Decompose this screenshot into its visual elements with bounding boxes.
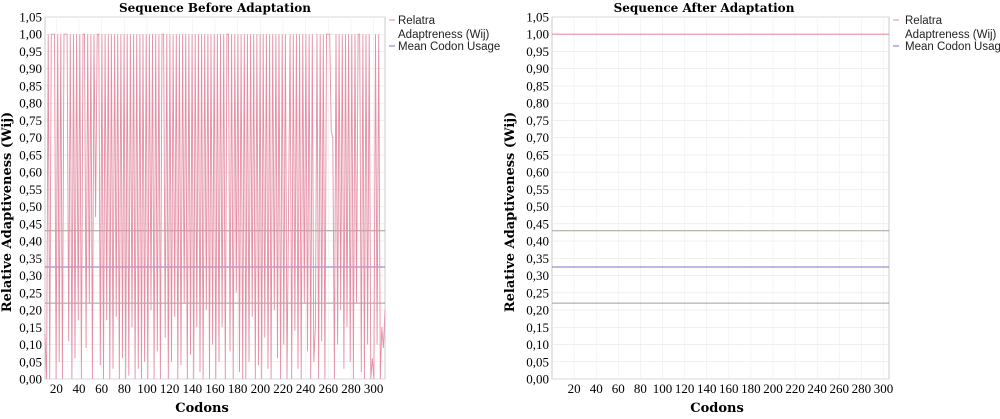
x-axis-title-before: Codons (175, 401, 229, 416)
x-tick-label: 240 (807, 381, 827, 396)
y-tick-labels-after: 0,00 0,05 0,10 0,15 0,20 0,25 0,30 0,35 0,40 0,45… (526, 10, 549, 387)
y-tick-label: 0,15 (526, 320, 549, 335)
y-tick-label: 0,70 (526, 130, 549, 145)
x-tick-label: 20 (50, 381, 63, 396)
legend-label-wij-line2-after: Adaptreness (Wij) (905, 29, 997, 41)
x-axis-title-after: Codons (690, 401, 744, 416)
y-axis-title-after: Relative Adaptiveness (Wij) (503, 112, 518, 312)
y-tick-label: 0,95 (19, 44, 42, 59)
x-tick-label: 260 (319, 381, 339, 396)
y-tick-label: 0,45 (526, 216, 549, 231)
legend-after: Relatra Adaptreness (Wij) Mean Codon Usa… (893, 15, 1000, 53)
legend-label-mean-before: Mean Codon Usage (398, 41, 500, 53)
x-tick-label: 200 (763, 381, 783, 396)
y-tick-label: 0,90 (526, 61, 549, 76)
x-tick-label: 100 (137, 381, 157, 396)
y-tick-label: 0,35 (19, 251, 42, 266)
x-tick-label: 300 (874, 381, 894, 396)
chart-before-adaptation: 0,00 0,05 0,10 0,15 0,20 0,25 0,30 0,35 0,40 0,45… (0, 1, 500, 416)
y-tick-label: 0,65 (526, 147, 549, 162)
y-tick-label: 0,00 (19, 372, 42, 387)
y-tick-label: 0,05 (19, 354, 42, 369)
y-tick-labels-before: 0,00 0,05 0,10 0,15 0,20 0,25 0,30 0,35 0,40 0,45… (19, 10, 42, 387)
y-tick-label: 0,50 (19, 199, 42, 214)
x-tick-label: 180 (741, 381, 761, 396)
y-tick-label: 1,05 (19, 10, 42, 25)
x-tick-label: 240 (296, 381, 316, 396)
legend-label-wij-line1-before: Relatra (398, 15, 436, 27)
y-tick-label: 0,75 (19, 113, 42, 128)
x-tick-label: 20 (568, 381, 581, 396)
y-tick-label: 0,15 (19, 320, 42, 335)
x-tick-label: 100 (653, 381, 673, 396)
x-tick-label: 160 (205, 381, 225, 396)
y-axis-title-before: Relative Adaptiveness (Wij) (0, 112, 15, 312)
y-tick-label: 0,65 (19, 147, 42, 162)
legend-label-wij-line2-before: Adaptreness (Wij) (398, 29, 490, 41)
legend-before: Relatra Adaptreness (Wij) Mean Codon Usa… (389, 15, 500, 53)
chart-after-adaptation: 0,00 0,05 0,10 0,15 0,20 0,25 0,30 0,35 0,40 0,45… (503, 1, 1000, 416)
x-tick-label: 80 (118, 381, 131, 396)
y-tick-label: 0,10 (19, 337, 42, 352)
y-tick-label: 1,00 (19, 27, 42, 42)
x-tick-labels-after: 20 40 60 80 100 120 140 160 180 200 220 240 260 280 30… (568, 381, 894, 396)
x-tick-label: 300 (364, 381, 384, 396)
x-tick-label: 280 (341, 381, 361, 396)
x-tick-label: 80 (634, 381, 647, 396)
y-tick-label: 0,85 (19, 78, 42, 93)
y-tick-label: 0,90 (19, 61, 42, 76)
y-tick-label: 0,55 (19, 182, 42, 197)
chart-title-after: Sequence After Adaptation (614, 1, 795, 15)
x-tick-label: 280 (852, 381, 872, 396)
x-tick-label: 140 (183, 381, 203, 396)
x-tick-labels-before: 20 40 60 80 100 120 140 160 180 200 220 240 260 280 30… (50, 381, 384, 396)
y-tick-label: 0,70 (19, 130, 42, 145)
legend-label-mean-after: Mean Codon Usage (905, 41, 1000, 53)
y-tick-label: 0,25 (526, 285, 549, 300)
x-tick-label: 120 (675, 381, 695, 396)
x-tick-label: 40 (590, 381, 603, 396)
y-tick-label: 0,05 (526, 354, 549, 369)
y-tick-label: 0,20 (19, 303, 42, 318)
legend-label-wij-line1-after: Relatra (905, 15, 943, 27)
y-tick-label: 0,30 (19, 268, 42, 283)
y-tick-label: 0,30 (526, 268, 549, 283)
x-tick-label: 180 (228, 381, 248, 396)
y-tick-label: 0,75 (526, 113, 549, 128)
x-tick-label: 120 (160, 381, 180, 396)
y-tick-label: 0,25 (19, 285, 42, 300)
x-tick-label: 260 (830, 381, 850, 396)
y-tick-label: 0,80 (526, 96, 549, 111)
y-tick-label: 0,50 (526, 199, 549, 214)
y-tick-label: 0,60 (526, 165, 549, 180)
x-tick-label: 220 (273, 381, 293, 396)
x-tick-label: 60 (95, 381, 108, 396)
y-tick-label: 1,05 (526, 10, 549, 25)
y-tick-label: 0,85 (526, 78, 549, 93)
chart-title-before: Sequence Before Adaptation (119, 1, 311, 15)
x-tick-label: 60 (612, 381, 625, 396)
x-tick-label: 200 (251, 381, 271, 396)
x-tick-label: 160 (719, 381, 739, 396)
y-tick-label: 0,10 (526, 337, 549, 352)
x-tick-label: 220 (785, 381, 805, 396)
y-tick-label: 0,45 (19, 216, 42, 231)
y-tick-label: 1,00 (526, 27, 549, 42)
series-line-before (44, 33, 386, 380)
reference-lines-after (552, 230, 889, 304)
y-tick-label: 0,60 (19, 165, 42, 180)
y-tick-label: 0,80 (19, 96, 42, 111)
y-tick-label: 0,40 (526, 234, 549, 249)
y-tick-label: 0,20 (526, 303, 549, 318)
y-tick-label: 0,40 (19, 234, 42, 249)
y-tick-label: 0,55 (526, 182, 549, 197)
x-tick-label: 140 (697, 381, 717, 396)
y-tick-label: 0,35 (526, 251, 549, 266)
plot-area-after (551, 16, 890, 380)
x-tick-label: 40 (73, 381, 86, 396)
y-tick-label: 0,00 (526, 372, 549, 387)
y-tick-label: 0,95 (526, 44, 549, 59)
